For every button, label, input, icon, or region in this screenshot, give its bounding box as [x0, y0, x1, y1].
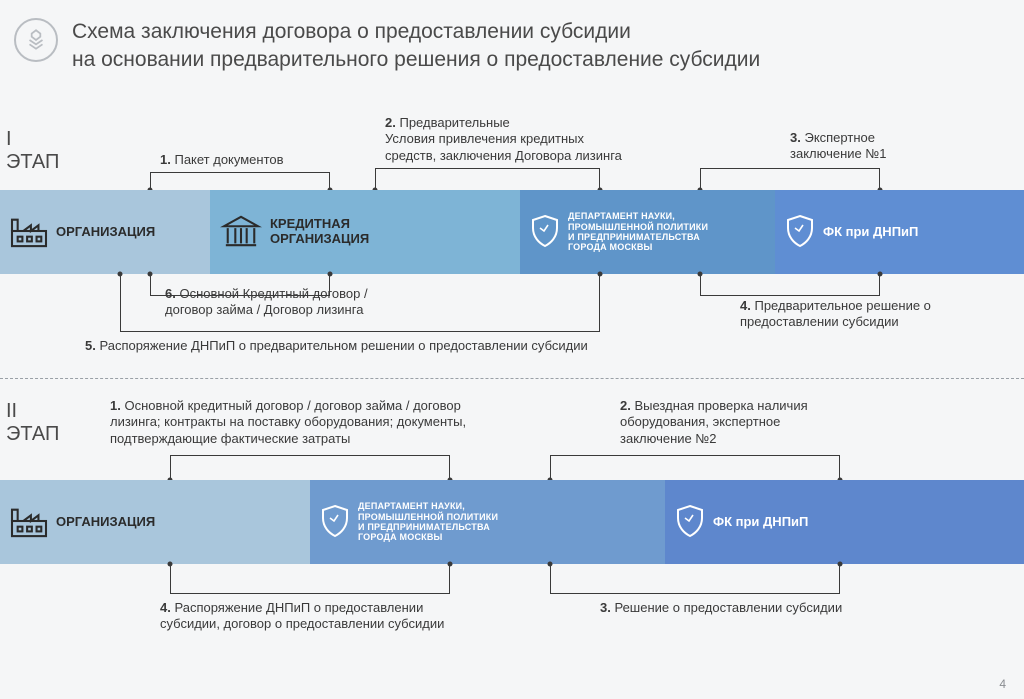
- stage2-label: II ЭТАП: [6, 400, 59, 446]
- flow-cell: ДЕПАРТАМЕНТ НАУКИ,ПРОМЫШЛЕННОЙ ПОЛИТИКИИ…: [310, 480, 665, 564]
- s2-conn-4: [170, 564, 450, 594]
- flow-cell: ОРГАНИЗАЦИЯ: [0, 190, 210, 274]
- factory-icon: [10, 504, 48, 541]
- title-line2: на основании предварительного решения о …: [72, 48, 760, 71]
- s1-cap-5: 5. Распоряжение ДНПиП о предварительном …: [85, 338, 685, 354]
- s2-conn-2: [550, 455, 840, 480]
- flow-cell: КРЕДИТНАЯОРГАНИЗАЦИЯ: [210, 190, 520, 274]
- title-line1: Схема заключения договора о предоставлен…: [72, 20, 631, 43]
- s2-cap-3: 3. Решение о предоставлении субсидии: [600, 600, 960, 616]
- flow-cell: ОРГАНИЗАЦИЯ: [0, 480, 310, 564]
- moscow-logo-icon: [14, 18, 58, 62]
- stage1-bar: ОРГАНИЗАЦИЯ КРЕДИТНАЯОРГАНИЗАЦИЯ ДЕПАРТАМЕ…: [0, 190, 1024, 274]
- s1-cap-2: 2. ПредварительныеУсловия привлечения кр…: [385, 115, 645, 164]
- s1-cap-3: 3. Экспертноезаключение №1: [790, 130, 960, 163]
- s1-cap-4: 4. Предварительное решение опредоставлен…: [740, 298, 1000, 331]
- stage2-text: ЭТАП: [6, 423, 59, 445]
- s2-cap-4: 4. Распоряжение ДНПиП о предоставлениису…: [160, 600, 540, 633]
- flow-cell: ФК при ДНПиП: [665, 480, 1024, 564]
- s2-cap-1: 1. Основной кредитный договор / договор …: [110, 398, 540, 447]
- s1-conn-1: [150, 172, 330, 190]
- stage1-label: I ЭТАП: [6, 128, 59, 174]
- s2-conn-1: [170, 455, 450, 480]
- page-number: 4: [999, 677, 1006, 691]
- flow-cell: ДЕПАРТАМЕНТ НАУКИ,ПРОМЫШЛЕННОЙ ПОЛИТИКИИ…: [520, 190, 775, 274]
- s1-conn-2: [375, 168, 600, 190]
- flow-cell-label: ОРГАНИЗАЦИЯ: [56, 225, 155, 240]
- flow-cell-label: ДЕПАРТАМЕНТ НАУКИ,ПРОМЫШЛЕННОЙ ПОЛИТИКИИ…: [568, 211, 708, 252]
- s1-cap-1: 1. Пакет документов: [160, 152, 284, 168]
- page-title: Схема заключения договора о предоставлен…: [72, 18, 760, 75]
- stage2-bar: ОРГАНИЗАЦИЯ ДЕПАРТАМЕНТ НАУКИ,ПРОМЫШЛЕННО…: [0, 480, 1024, 564]
- shield-icon: [785, 214, 815, 251]
- stage2-num: II: [6, 400, 59, 423]
- flow-cell-label: ОРГАНИЗАЦИЯ: [56, 515, 155, 530]
- header: Схема заключения договора о предоставлен…: [0, 0, 1024, 83]
- s1-cap-6: 6. Основной Кредитный договор /договор з…: [165, 286, 465, 319]
- flow-cell-label: ФК при ДНПиП: [713, 515, 808, 530]
- stage1-num: I: [6, 128, 59, 151]
- shield-icon: [530, 214, 560, 251]
- bank-icon: [220, 213, 262, 252]
- flow-cell: ФК при ДНПиП: [775, 190, 1024, 274]
- shield-icon: [320, 504, 350, 541]
- s1-conn-3: [700, 168, 880, 190]
- shield-icon: [675, 504, 705, 541]
- factory-icon: [10, 214, 48, 251]
- flow-cell-label: КРЕДИТНАЯОРГАНИЗАЦИЯ: [270, 217, 369, 247]
- stage-divider: [0, 378, 1024, 379]
- s2-conn-3: [550, 564, 840, 594]
- stage1-text: ЭТАП: [6, 151, 59, 173]
- flow-cell-label: ДЕПАРТАМЕНТ НАУКИ,ПРОМЫШЛЕННОЙ ПОЛИТИКИИ…: [358, 501, 498, 542]
- s1-conn-4: [700, 274, 880, 296]
- s2-cap-2: 2. Выездная проверка наличияоборудования…: [620, 398, 920, 447]
- flow-cell-label: ФК при ДНПиП: [823, 225, 918, 240]
